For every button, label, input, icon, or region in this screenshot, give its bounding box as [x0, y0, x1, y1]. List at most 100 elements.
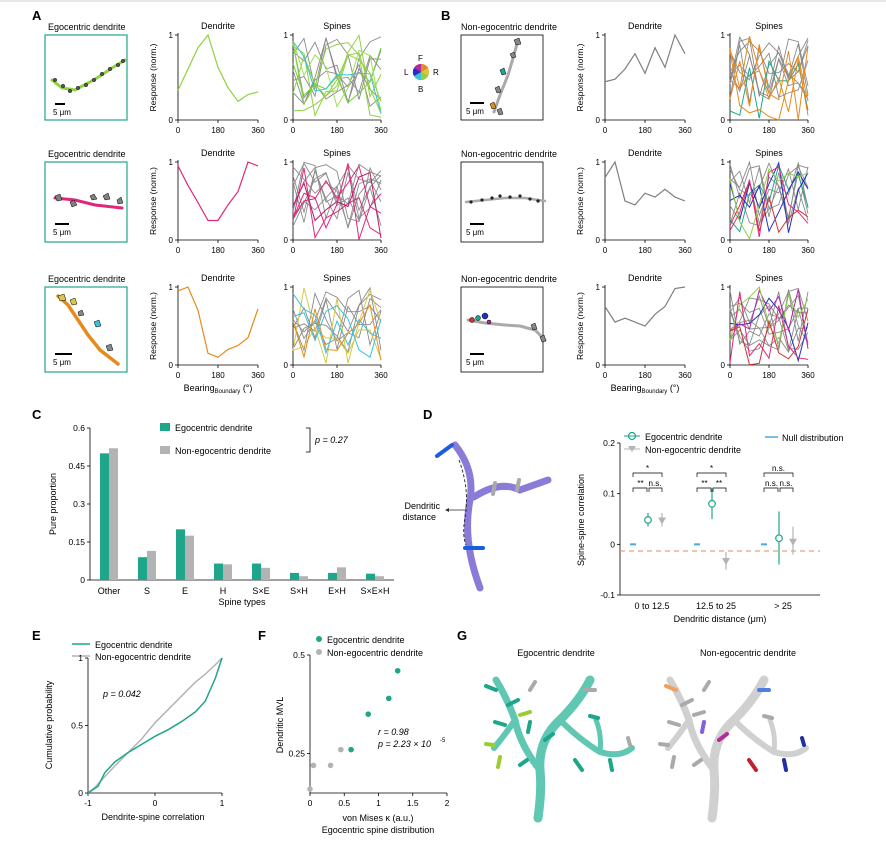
- legend-label-egocentric: Egocentric dendrite: [175, 423, 253, 433]
- dendrite-tuning-curve: [177, 286, 259, 358]
- color-wheel-label-l: L: [404, 68, 409, 77]
- dendrite-tuning-curve: [177, 33, 259, 103]
- y-tick-label: 0.6: [73, 423, 85, 433]
- spine-tuning-curve: [292, 299, 382, 350]
- significance-label: **: [701, 479, 707, 488]
- x-axis-label: Dendritic distance (μm): [674, 614, 767, 624]
- panel-f-scatter-chart: Dendritic MVL von Mises κ (a.u.) Egocent…: [275, 635, 450, 835]
- legend-marker-egocentric: [316, 636, 322, 642]
- spine-tuning-curve: [292, 303, 382, 361]
- bar-egocentric: [214, 563, 223, 580]
- dendritic-distance-label: Dendritic: [404, 501, 440, 511]
- spine-tuning-curve: [729, 178, 809, 234]
- legend-label-egocentric: Egocentric dendrite: [327, 635, 405, 645]
- point-non-egocentric: [310, 762, 317, 769]
- tuning-axes-b-dendrite: Dendrite 0 1 0 180 360 Response (norm.): [575, 148, 692, 255]
- x-tick-label: 360: [801, 126, 815, 135]
- x-tick-label: 180: [638, 371, 652, 380]
- significance-label: n.s.: [772, 464, 785, 473]
- y-tick-label: 1: [721, 158, 726, 167]
- x-tick-label: 0: [728, 371, 733, 380]
- tuning-axes-a-dendrite: Dendrite 0 1 0 180 360 Response (norm.): [148, 21, 265, 135]
- bar-non-egocentric: [261, 567, 270, 580]
- panel-b-image-title: Non-egocentric dendrite: [461, 274, 557, 284]
- dendrite-tuning-curve: [604, 160, 686, 206]
- x-tick-label: 180: [638, 246, 652, 255]
- spine-tuning-curve: [729, 161, 809, 233]
- bar-group: [100, 448, 384, 580]
- legend-swatch-non-egocentric: [160, 446, 170, 454]
- tuning-axes-a-dendrite: Dendrite 0 1 0 180 360 Response (norm.): [148, 148, 265, 255]
- panel-title: Spines: [323, 148, 351, 158]
- x-tick-label: 0: [728, 126, 733, 135]
- legend-label-egocentric: Egocentric dendrite: [95, 640, 173, 650]
- spine-tuning-curve: [292, 287, 382, 360]
- x-tick-label: 0: [176, 246, 181, 255]
- scale-label: 5 μm: [466, 107, 484, 116]
- y-tick-label: 0: [721, 361, 726, 370]
- x-tick-label: 0: [728, 246, 733, 255]
- x-axis-label: von Mises κ (a.u.): [342, 813, 413, 823]
- tuning-axes-b-spines: Spines 0 1 0 180 360: [721, 21, 816, 135]
- y-tick-label: 0: [169, 361, 174, 370]
- x-tick-label: 180: [330, 246, 344, 255]
- axis-ticks: -0.1 0 0.1 0.2 0 to 12.5 12.5 to 25 > 25: [600, 438, 792, 611]
- scale-label: 5 μm: [53, 228, 71, 237]
- y-tick-label: 0.2: [603, 438, 615, 448]
- spine-tuning-curve: [729, 164, 809, 219]
- tuning-axes-a-spines: Spines 0 1 0 180 360: [284, 273, 389, 380]
- significance-label: n.s.: [649, 479, 662, 488]
- y-axis-label: Response (norm.): [148, 292, 158, 360]
- panel-title: Spines: [323, 21, 351, 31]
- significance-bracket: [648, 487, 663, 492]
- legend-swatch-egocentric: [160, 423, 170, 431]
- spine-tuning-curve: [292, 45, 382, 118]
- y-tick-label: 1: [596, 158, 601, 167]
- significance-bracket: [696, 472, 727, 477]
- tuning-axes-b-spines: Spines 0 1 0 180 360: [721, 148, 816, 255]
- significance-bracket: [763, 472, 794, 477]
- scatter-points: [307, 667, 401, 792]
- spine-tuning-curve: [729, 170, 809, 233]
- spine-tuning-curve: [292, 288, 382, 364]
- y-tick-label: -0.1: [600, 590, 615, 600]
- y-tick-label: 1: [169, 31, 174, 40]
- x-tick-label: 12.5 to 25: [696, 601, 736, 611]
- x-tick-label: 0: [291, 126, 296, 135]
- x-tick-label: 1.5: [407, 798, 419, 808]
- x-tick-label: 180: [330, 126, 344, 135]
- point-egocentric: [348, 746, 354, 753]
- direction-color-wheel: F L R B: [404, 54, 439, 94]
- bar-egocentric: [252, 563, 261, 580]
- significance-label: n.s.: [765, 479, 778, 488]
- dendritic-distance-path: [458, 459, 467, 546]
- panel-title: Spines: [755, 273, 783, 283]
- dendrite-tuning-curve: [604, 286, 686, 327]
- dendrite-trace: [56, 294, 120, 366]
- y-axis-label: Spine-spine correlation: [576, 474, 586, 566]
- panel-d-schematic: Dendritic distance: [402, 441, 552, 592]
- point-non-egocentric: [338, 746, 344, 753]
- tuning-axes-a-spines: Spines 0 1 0 180 360: [284, 148, 389, 255]
- p-value-exponent: -5: [440, 738, 446, 744]
- x-tick-label: 0: [291, 246, 296, 255]
- scale-label: 5 μm: [466, 358, 484, 367]
- tuning-axes-b-dendrite: Dendrite 0 1 0 180 360 Response (norm.): [575, 21, 692, 135]
- scale-label: 5 μm: [53, 108, 71, 117]
- x-tick-label: 0: [153, 798, 158, 808]
- egocentric-spines: [484, 680, 632, 772]
- y-tick-label: 1: [596, 31, 601, 40]
- y-tick-label: 0.5: [293, 650, 305, 660]
- p-value-annotation: p = 0.042: [102, 689, 141, 699]
- dendrite-trunk: [451, 441, 484, 592]
- legend-label-egocentric: Egocentric dendrite: [645, 432, 723, 442]
- panel-letter-c: C: [32, 407, 42, 422]
- x-tick-label: S×E: [252, 586, 269, 596]
- spine-tuning-curve: [292, 47, 382, 104]
- color-wheel-label-b: B: [418, 85, 423, 94]
- spine-tuning-curve: [729, 291, 809, 349]
- spine-tuning-curve: [729, 167, 809, 241]
- panel-title: Dendrite: [628, 148, 662, 158]
- x-tick-label: 0: [176, 126, 181, 135]
- y-tick-label: 0.25: [288, 749, 305, 759]
